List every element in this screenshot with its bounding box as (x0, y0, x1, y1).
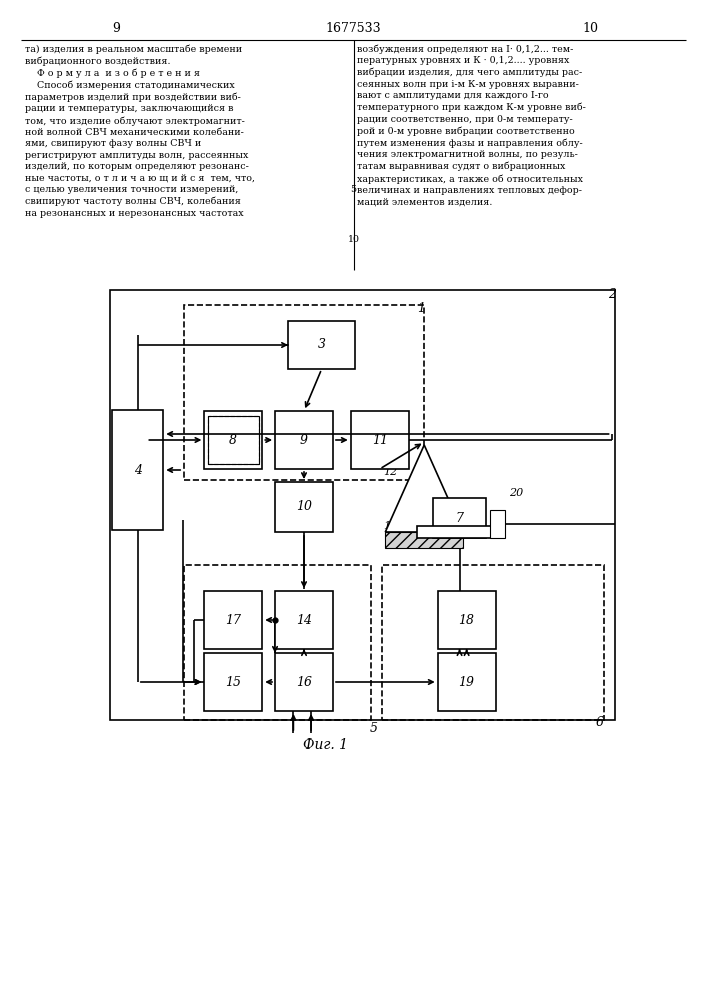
Text: 4: 4 (134, 464, 142, 477)
Text: 10: 10 (296, 500, 312, 514)
Bar (382, 565, 604, 720)
Text: 17: 17 (226, 613, 241, 626)
Text: 3: 3 (317, 338, 326, 352)
Text: 6: 6 (595, 716, 604, 728)
Bar (275, 653, 333, 711)
Bar (204, 411, 262, 469)
Bar (438, 591, 496, 649)
Text: 10: 10 (348, 235, 359, 244)
Bar (184, 565, 371, 720)
Polygon shape (385, 445, 463, 532)
Text: 7: 7 (455, 512, 464, 524)
Bar (110, 290, 615, 720)
Text: 1: 1 (416, 302, 425, 314)
Bar (438, 653, 496, 711)
Text: 18: 18 (459, 613, 474, 626)
Text: 19: 19 (459, 676, 474, 688)
Text: 10: 10 (583, 21, 598, 34)
Bar (208, 416, 259, 464)
Bar (204, 591, 262, 649)
Text: 9: 9 (112, 21, 121, 34)
Text: та) изделия в реальном масштабе времени
вибрационного воздействия.
    Ф о р м у: та) изделия в реальном масштабе времени … (25, 44, 255, 218)
Text: 2: 2 (607, 288, 616, 302)
Bar (489, 510, 506, 538)
Bar (385, 532, 463, 548)
Bar (417, 526, 502, 538)
Text: 9: 9 (300, 434, 308, 446)
Bar (275, 591, 333, 649)
Text: 11: 11 (372, 434, 387, 446)
Text: 8: 8 (229, 434, 238, 446)
Bar (204, 653, 262, 711)
Text: 20: 20 (509, 488, 523, 498)
Text: 1677533: 1677533 (326, 21, 381, 34)
Bar (208, 416, 259, 464)
Text: Фиг. 1: Фиг. 1 (303, 738, 348, 752)
Bar (184, 305, 424, 480)
Text: 16: 16 (296, 676, 312, 688)
Text: 5: 5 (369, 722, 378, 735)
Bar (433, 498, 486, 538)
Bar (275, 482, 333, 532)
Text: возбуждения определяют на I· 0,1,2... тем-
пературных уровнях и К · 0,1,2.... ур: возбуждения определяют на I· 0,1,2... те… (357, 44, 586, 206)
Text: 14: 14 (296, 613, 312, 626)
Bar (351, 411, 409, 469)
Text: 15: 15 (226, 676, 241, 688)
Bar (288, 321, 356, 369)
Bar (275, 411, 333, 469)
Text: 12: 12 (383, 467, 397, 477)
Text: 5: 5 (351, 186, 356, 194)
Text: 13: 13 (383, 521, 397, 531)
Bar (112, 410, 163, 530)
